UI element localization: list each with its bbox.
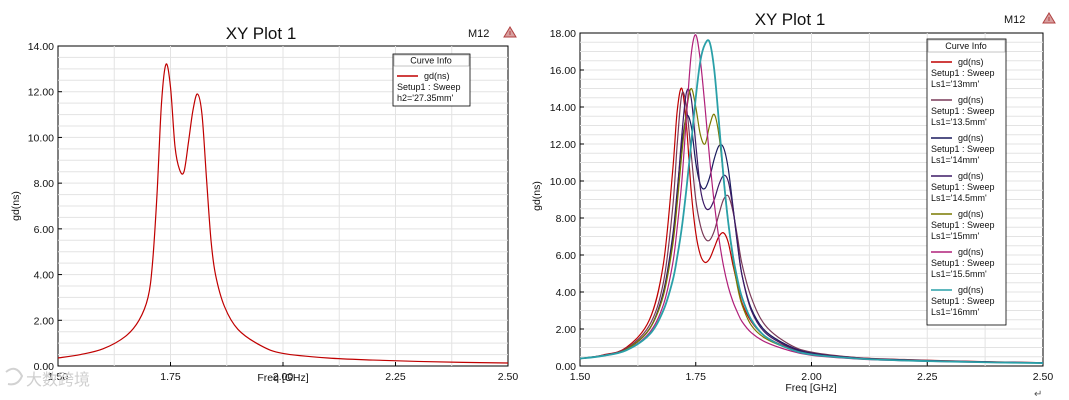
legend-entry-line: Ls1='15.5mm' [931,269,987,279]
y-tick-label: 6.00 [34,224,55,236]
x-tick-label: 1.75 [686,371,707,383]
legend-entry-line: gd(ns) [958,95,984,105]
left-legend[interactable]: Curve Info gd(ns) Setup1 : Sweep h2='27.… [392,53,471,107]
y-tick-label: 6.00 [556,250,577,262]
x-tick-label: 2.25 [385,371,406,383]
right-x-axis-label: Freq [GHz] [785,382,836,394]
x-tick-label: 2.00 [273,371,294,383]
y-tick-label: 10.00 [550,176,576,188]
series-line [579,91,1044,364]
legend-entry-line: Ls1='16mm' [931,307,979,317]
right-legend-title: Curve Info [945,41,987,51]
right-marker-label: M12 [1004,14,1025,26]
x-tick-label: 2.50 [1033,371,1054,383]
left-legend-line-2: Setup1 : Sweep [397,82,461,92]
legend-entry-line: Ls1='14.5mm' [931,193,987,203]
legend-entry-line: gd(ns) [958,285,984,295]
triangle-marker-icon[interactable] [503,26,517,38]
y-tick-label: 0.00 [34,361,55,373]
legend-entry-line: Setup1 : Sweep [931,68,995,78]
legend-entry-line: gd(ns) [958,209,984,219]
legend-entry-line: gd(ns) [958,171,984,181]
y-tick-label: 14.00 [28,41,54,53]
return-arrow-icon: ↵ [1034,389,1042,400]
left-legend-title: Curve Info [410,56,452,66]
y-tick-label: 0.00 [556,361,577,373]
watermark-text: 大数跨境 [26,370,90,389]
right-x-ticks: 1.50 1.75 2.00 2.25 2.50 [570,362,1054,383]
legend-entry-line: Setup1 : Sweep [931,258,995,268]
y-tick-label: 16.00 [550,65,576,77]
left-marker-label: M12 [468,28,489,40]
series-line [579,39,1044,364]
x-tick-label: 2.50 [498,371,519,383]
y-tick-label: 10.00 [28,132,54,144]
right-y-axis-label: gd(ns) [531,181,543,211]
x-tick-label: 1.50 [48,371,69,383]
legend-entry-line: Ls1='13mm' [931,79,979,89]
left-legend-line-3: h2='27.35mm' [397,93,454,103]
left-y-ticks: 0.00 2.00 4.00 6.00 8.00 10.00 12.00 14.00 [28,41,62,373]
triangle-marker-icon[interactable] [1042,12,1056,24]
y-tick-label: 12.00 [28,87,54,99]
y-tick-label: 2.00 [556,324,577,336]
left-x-ticks: 1.50 1.75 2.00 2.25 2.50 [48,362,519,383]
x-tick-label: 1.50 [570,371,591,383]
series-line [579,88,1044,364]
left-plot: XY Plot 1 M12 0.00 2.00 4.00 6.00 8.00 10.00 1… [10,24,518,384]
legend-entry-line: Setup1 : Sweep [931,144,995,154]
left-series-lines [57,63,509,364]
y-tick-label: 12.00 [550,139,576,151]
left-y-axis-label: gd(ns) [10,191,22,221]
right-plot-title: XY Plot 1 [755,10,826,29]
watermark-logo-icon [5,367,24,386]
right-legend[interactable]: Curve Info gd(ns)Setup1 : SweepLs1='13mm… [926,38,1007,326]
x-tick-label: 1.75 [160,371,181,383]
y-tick-label: 8.00 [34,178,55,190]
legend-entry-line: Setup1 : Sweep [931,106,995,116]
right-series-lines [579,34,1044,364]
y-tick-label: 8.00 [556,213,577,225]
series-line [57,63,509,364]
legend-entry-line: Setup1 : Sweep [931,296,995,306]
right-y-ticks: 0.00 2.00 4.00 6.00 8.00 10.00 12.00 14.00 16.00… [550,28,584,373]
y-tick-label: 2.00 [34,315,55,327]
left-x-axis-label: Freq [GHz] [257,372,308,384]
legend-entry-line: Setup1 : Sweep [931,182,995,192]
y-tick-label: 4.00 [34,270,55,282]
right-plot: XY Plot 1 M12 0.00 2.00 4.00 6.00 8.00 10.00 1… [531,10,1056,394]
y-tick-label: 18.00 [550,28,576,40]
x-tick-label: 2.25 [917,371,938,383]
legend-entry-line: gd(ns) [958,133,984,143]
left-plot-title: XY Plot 1 [226,24,297,43]
legend-entry-line: Setup1 : Sweep [931,220,995,230]
x-tick-label: 2.00 [801,371,822,383]
right-legend-entries: gd(ns)Setup1 : SweepLs1='13mm'gd(ns)Setu… [931,57,995,317]
legend-entry-line: gd(ns) [958,57,984,67]
watermark: 大数跨境 [5,367,90,389]
y-tick-label: 4.00 [556,287,577,299]
legend-entry-line: Ls1='15mm' [931,231,979,241]
left-legend-line-1: gd(ns) [424,71,450,81]
y-tick-label: 14.00 [550,102,576,114]
legend-entry-line: Ls1='13.5mm' [931,117,987,127]
legend-entry-line: gd(ns) [958,247,984,257]
legend-entry-line: Ls1='14mm' [931,155,979,165]
